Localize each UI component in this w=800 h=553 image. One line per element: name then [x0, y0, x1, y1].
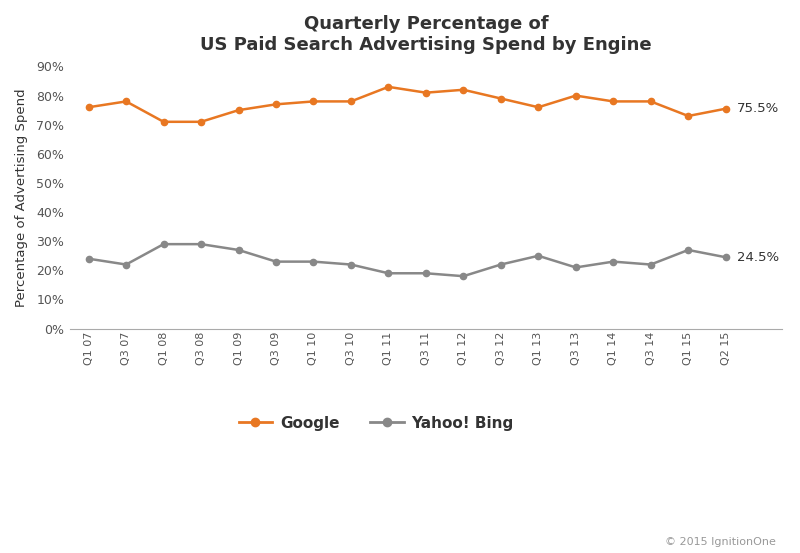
Text: 24.5%: 24.5%	[737, 251, 779, 264]
Legend: Google, Yahoo! Bing: Google, Yahoo! Bing	[233, 410, 519, 437]
Title: Quarterly Percentage of
US Paid Search Advertising Spend by Engine: Quarterly Percentage of US Paid Search A…	[200, 15, 652, 54]
Text: 75.5%: 75.5%	[737, 102, 779, 115]
Y-axis label: Percentage of Advertising Spend: Percentage of Advertising Spend	[15, 88, 28, 307]
Text: © 2015 IgnitionOne: © 2015 IgnitionOne	[665, 538, 776, 547]
